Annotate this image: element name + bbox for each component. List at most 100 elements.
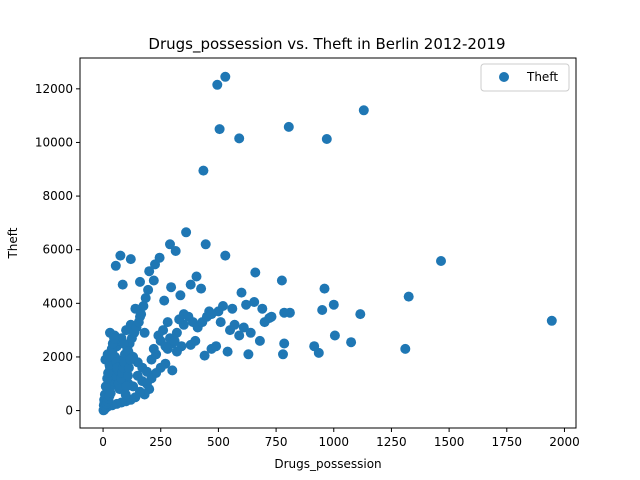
data-point (212, 79, 223, 90)
data-point (125, 354, 136, 365)
data-point (170, 246, 181, 256)
x-tick-label: 1750 (492, 435, 523, 449)
data-point (257, 303, 268, 314)
data-point (181, 227, 192, 238)
data-point (211, 341, 222, 352)
data-point (218, 301, 228, 311)
data-point (138, 301, 149, 311)
data-point (266, 311, 277, 322)
data-point (175, 290, 186, 301)
data-point (118, 338, 129, 349)
data-point (171, 346, 182, 357)
data-point (245, 327, 256, 338)
data-point (317, 305, 328, 315)
data-point (143, 284, 154, 295)
data-point (196, 283, 207, 294)
data-point (206, 309, 217, 320)
data-point (328, 299, 339, 310)
x-tick-label: 0 (99, 435, 107, 449)
data-point (222, 346, 233, 357)
data-point (227, 303, 238, 314)
data-point (120, 389, 131, 400)
plot-area-frame (79, 57, 577, 429)
data-point (139, 327, 150, 338)
data-point (160, 341, 171, 352)
data-point (166, 282, 177, 293)
data-point (234, 330, 245, 341)
x-axis: 0 250 500 750 1000 1250 1500 1750 2000 (99, 428, 580, 449)
data-point (546, 315, 557, 326)
y-tick-label: 2000 (42, 350, 73, 364)
data-point (133, 317, 144, 328)
data-point (309, 341, 320, 352)
y-tick-label: 4000 (42, 296, 73, 310)
legend-marker (499, 72, 509, 82)
data-point (278, 349, 288, 360)
data-point (250, 267, 261, 278)
data-point (123, 370, 133, 381)
x-tick-label: 750 (265, 435, 288, 449)
data-point (109, 333, 120, 344)
data-point (159, 295, 170, 306)
legend: Theft (480, 63, 570, 92)
data-point (185, 279, 196, 290)
x-tick-label: 1500 (434, 435, 465, 449)
data-point (105, 388, 116, 399)
data-point (150, 259, 160, 270)
data-point (148, 275, 159, 286)
x-tick-label: 2000 (549, 435, 580, 449)
data-point (165, 239, 175, 250)
data-point (215, 317, 226, 328)
data-point (259, 317, 270, 328)
points-layer (98, 71, 557, 416)
data-point (220, 250, 231, 261)
data-point (185, 339, 196, 350)
data-point (346, 337, 357, 348)
legend-label: Theft (526, 70, 558, 84)
data-point (141, 366, 152, 377)
x-tick-label: 1250 (376, 435, 407, 449)
data-point (436, 256, 446, 266)
data-point (243, 349, 254, 360)
y-axis-label: Theft (6, 227, 20, 259)
data-point (329, 330, 340, 341)
data-point (162, 317, 173, 328)
data-point (144, 266, 155, 277)
data-point (198, 165, 209, 176)
data-point (136, 309, 147, 320)
data-point (121, 325, 132, 336)
data-point (400, 343, 411, 354)
data-point (321, 134, 332, 144)
data-point (358, 105, 369, 116)
y-tick-label: 6000 (42, 243, 73, 257)
legend-box (480, 63, 570, 92)
data-point (241, 299, 252, 310)
data-point (169, 335, 180, 346)
data-point (110, 260, 121, 271)
data-point (283, 121, 294, 132)
y-tick-label: 0 (65, 404, 73, 418)
data-point (125, 254, 136, 265)
chart-title: Drugs_possession vs. Theft in Berlin 201… (148, 35, 505, 54)
data-point (200, 239, 211, 250)
data-point (403, 291, 414, 302)
x-tick-label: 1000 (318, 435, 349, 449)
data-point (167, 365, 178, 376)
data-point (121, 381, 132, 392)
data-point (115, 250, 126, 261)
data-point (355, 309, 366, 320)
data-point (236, 287, 247, 298)
y-tick-label: 12000 (35, 82, 73, 96)
data-point (171, 327, 182, 338)
x-tick-label: 250 (149, 435, 172, 449)
x-axis-label: Drugs_possession (274, 457, 381, 471)
data-point (249, 297, 260, 307)
data-point (279, 307, 290, 318)
x-tick-label: 500 (207, 435, 230, 449)
data-point (229, 319, 240, 330)
data-point (117, 279, 128, 290)
data-point (279, 338, 290, 349)
data-point (103, 368, 114, 378)
